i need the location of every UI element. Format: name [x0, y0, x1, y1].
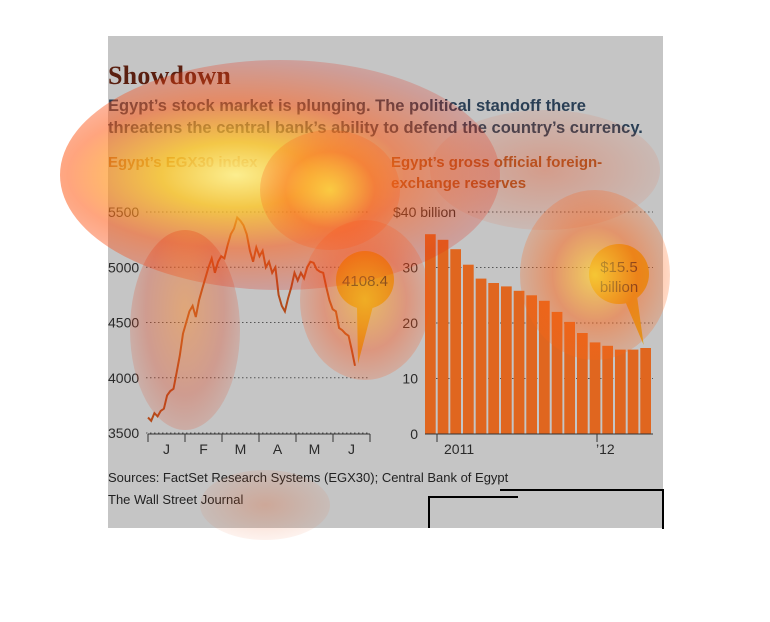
reserve-bar	[488, 283, 499, 434]
reserve-bar	[539, 300, 550, 434]
reserves-bar-chart: 0 10 20 30 $40 billion 2011 ’12 $15.5 billion	[393, 204, 653, 457]
reserve-bar	[615, 349, 626, 434]
graphic-panel: Showdown Egypt’s stock market is plungin…	[108, 36, 663, 528]
divider-line	[428, 496, 518, 498]
reserve-bar	[437, 239, 449, 435]
annotation-label: $15.5	[600, 259, 638, 276]
y-tick-label: 10	[402, 371, 418, 387]
reserve-bar	[551, 311, 563, 434]
reserve-bar	[589, 342, 601, 434]
reserve-bar	[463, 264, 474, 434]
y-tick-label: 30	[402, 260, 418, 276]
y-tick-label: 4500	[108, 315, 139, 331]
annotation-label: 4108.4	[342, 273, 388, 290]
charts-svg: 3500 4000 4500 5000 5500 J F M A M J 4108.4 0 10 20 30…	[108, 204, 653, 457]
credit-line: The Wall Street Journal	[108, 492, 244, 507]
reserve-bar	[501, 286, 512, 434]
y-tick-label: 3500	[108, 425, 139, 441]
reserve-bar	[425, 234, 436, 434]
reserve-bar	[513, 290, 525, 434]
reserve-bar	[526, 295, 537, 435]
divider-line	[662, 489, 664, 529]
y-tick-label: 20	[402, 315, 418, 331]
stock-index-chart: 3500 4000 4500 5000 5500 J F M A M J 4108.4	[108, 204, 394, 457]
x-tick-label: 2011	[444, 441, 474, 457]
divider-line	[500, 489, 663, 491]
y-tick-label: 5500	[108, 204, 139, 220]
source-note: Sources: FactSet Research Systems (EGX30…	[108, 470, 509, 485]
annotation-pointer	[357, 306, 373, 364]
y-tick-label: 4000	[108, 370, 139, 386]
x-tick-label: M	[309, 441, 321, 457]
x-tick-label: F	[199, 441, 208, 457]
reserve-bar	[640, 348, 651, 434]
y-tick-label: 0	[410, 426, 418, 442]
x-tick-label: A	[273, 441, 283, 457]
x-tick-label: J	[163, 441, 170, 457]
reserve-bar	[564, 321, 575, 434]
reserve-bar	[627, 349, 639, 434]
x-tick-label: J	[348, 441, 355, 457]
divider-line	[428, 496, 430, 528]
y-tick-label: $40 billion	[393, 204, 456, 220]
reserve-bar	[602, 345, 613, 434]
x-tick-label: ’12	[596, 441, 615, 457]
index-line	[147, 215, 356, 423]
reserve-bar	[450, 249, 461, 434]
x-tick-label: M	[235, 441, 247, 457]
annotation-pointer	[625, 296, 644, 345]
reserve-bar	[577, 333, 588, 434]
reserve-bar	[475, 278, 487, 434]
y-tick-label: 5000	[108, 259, 139, 275]
annotation-label: billion	[600, 279, 638, 296]
